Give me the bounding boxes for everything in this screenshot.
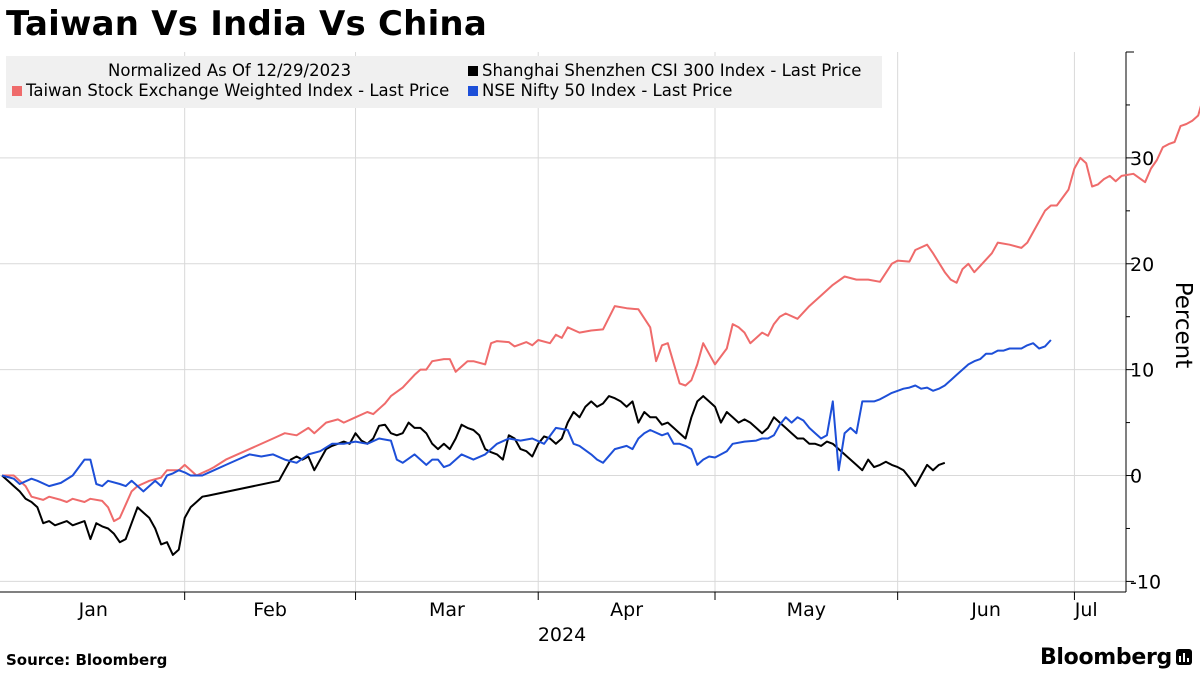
series-nifty-line bbox=[1, 339, 1052, 493]
y-tick-label: 10 bbox=[1130, 360, 1154, 382]
x-tick-label: Jul bbox=[1074, 599, 1098, 621]
x-tick-label: Feb bbox=[253, 599, 287, 621]
source-note: Source: Bloomberg bbox=[6, 651, 168, 669]
series-csi300-line bbox=[1, 395, 946, 556]
legend-label-csi300: Shanghai Shenzhen CSI 300 Index - Last P… bbox=[482, 61, 862, 80]
legend-swatch-taiex bbox=[12, 86, 22, 96]
x-axis-title: 2024 bbox=[538, 624, 586, 646]
x-tick-label: Apr bbox=[610, 599, 643, 621]
bloomberg-logo: Bloomberg bbox=[1040, 645, 1192, 670]
legend-box: Normalized As Of 12/29/2023 Shanghai She… bbox=[6, 56, 882, 108]
y-tick-label: 0 bbox=[1130, 466, 1142, 488]
series-lines bbox=[1, 105, 1200, 556]
legend-swatch-csi300 bbox=[468, 66, 478, 76]
y-tick-label: 30 bbox=[1130, 148, 1154, 170]
series-taiex-line bbox=[2, 105, 1200, 523]
gridlines bbox=[0, 52, 1126, 592]
legend-item-nifty[interactable]: NSE Nifty 50 Index - Last Price bbox=[468, 81, 732, 100]
legend-header: Normalized As Of 12/29/2023 bbox=[108, 61, 352, 80]
axes bbox=[0, 51, 1134, 600]
y-tick-label: -10 bbox=[1130, 571, 1161, 593]
legend-item-csi300[interactable]: Shanghai Shenzhen CSI 300 Index - Last P… bbox=[468, 61, 861, 80]
legend-item-taiex[interactable]: Taiwan Stock Exchange Weighted Index - L… bbox=[12, 81, 449, 100]
y-axis-title: Percent bbox=[1170, 282, 1196, 369]
x-tick-label: Jan bbox=[78, 599, 108, 621]
x-tick-label: May bbox=[787, 599, 826, 621]
x-tick-label: Jun bbox=[970, 599, 1001, 621]
axis-labels: -10 0 10 20 30 Jan Feb Mar Apr May Jun Jul 2024 Perce… bbox=[78, 148, 1196, 646]
legend-label-nifty: NSE Nifty 50 Index - Last Price bbox=[482, 81, 733, 100]
legend-swatch-nifty bbox=[468, 86, 478, 96]
x-tick-label: Mar bbox=[429, 599, 465, 621]
y-tick-label: 20 bbox=[1130, 254, 1154, 276]
legend-label-taiex: Taiwan Stock Exchange Weighted Index - L… bbox=[26, 81, 450, 100]
chart-title: Taiwan Vs India Vs China bbox=[6, 4, 487, 44]
brand-text: Bloomberg bbox=[1039, 645, 1172, 670]
bloomberg-mark-icon bbox=[1176, 649, 1192, 665]
